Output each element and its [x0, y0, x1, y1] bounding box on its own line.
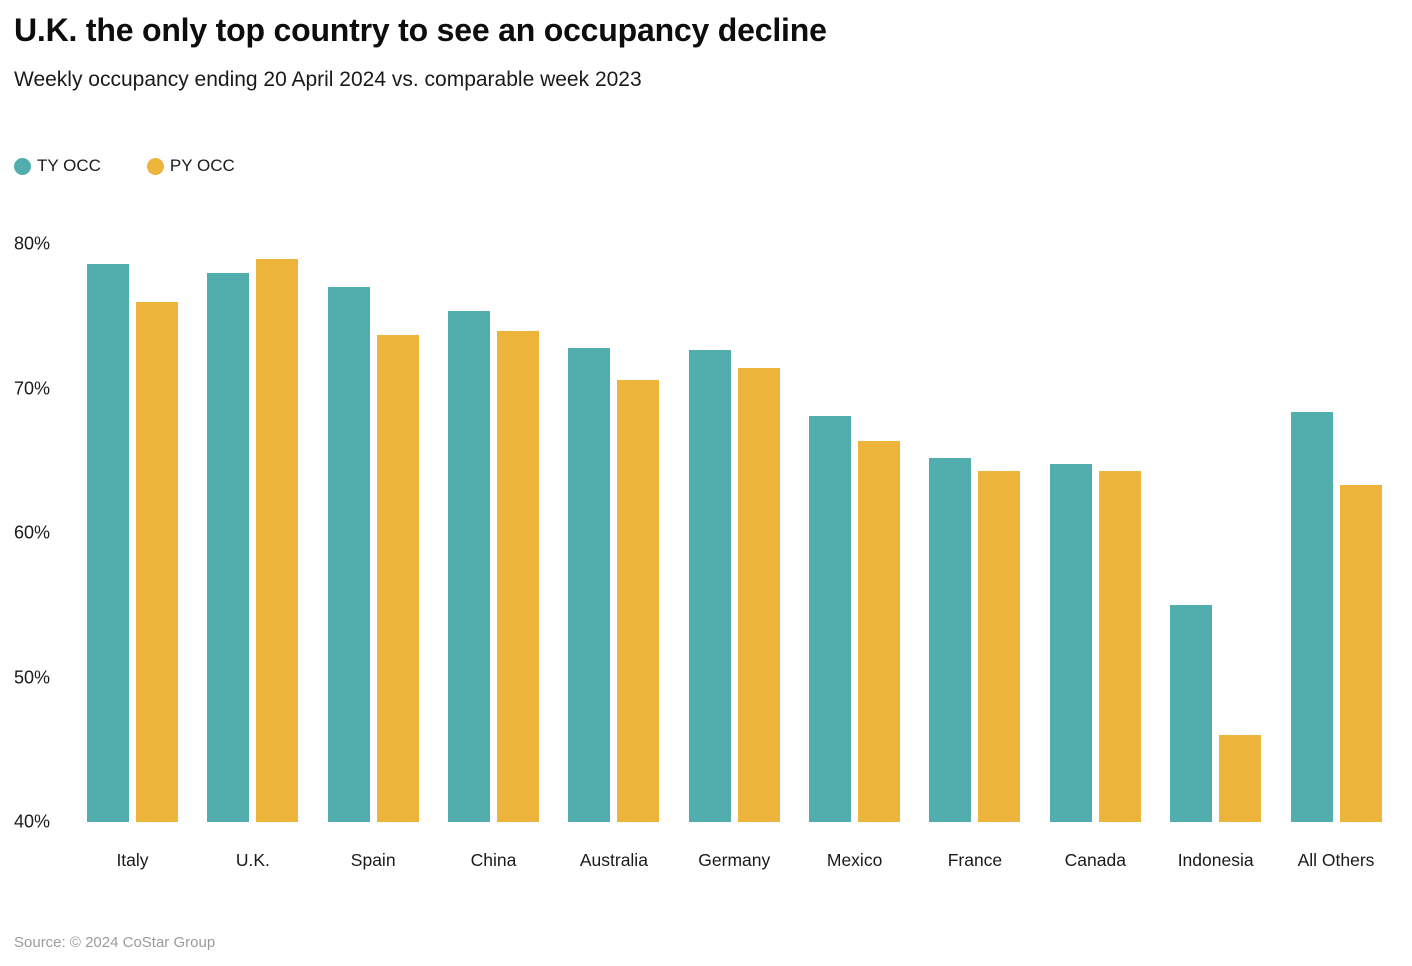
bar-ty-france: [929, 457, 972, 822]
x-axis-label-indonesia: Indonesia: [1177, 850, 1254, 870]
x-axis-label-china: China: [470, 850, 517, 870]
bar-ty-china: [448, 310, 491, 822]
legend: TY OCC PY OCC: [14, 156, 235, 176]
bar-ty-canada: [1049, 463, 1092, 822]
legend-item-ty-occ: TY OCC: [14, 156, 101, 176]
bar-group-indonesia: [1170, 605, 1262, 822]
bar-ty-spain: [327, 287, 370, 822]
bar-group-spain: [327, 287, 419, 822]
bar-py-france: [978, 470, 1021, 822]
bar-py-u-k-: [256, 258, 299, 822]
x-axis-label-italy: Italy: [116, 850, 149, 870]
y-axis-label-60: 60%: [14, 522, 51, 543]
bar-ty-italy: [87, 264, 129, 822]
bar-group-germany: [688, 349, 780, 822]
bar-ty-indonesia: [1170, 605, 1213, 822]
x-axis-label-australia: Australia: [579, 850, 648, 870]
legend-label-ty-occ: TY OCC: [37, 156, 101, 175]
bar-group-canada: [1049, 463, 1141, 822]
bar-py-indonesia: [1219, 735, 1262, 822]
bar-py-canada: [1098, 470, 1141, 822]
bar-group-australia: [568, 348, 660, 822]
chart-subtitle: Weekly occupancy ending 20 April 2024 vs…: [14, 68, 642, 91]
bar-ty-u-k-: [207, 272, 250, 822]
x-axis-label-mexico: Mexico: [826, 850, 883, 870]
py-occ-circle-swatch-icon: [146, 157, 164, 175]
bar-chart-plot-area: [0, 244, 1412, 822]
chart-title: U.K. the only top country to see an occu…: [14, 12, 827, 48]
y-axis-label-80: 80%: [14, 233, 51, 254]
x-axis-label-canada: Canada: [1064, 850, 1126, 870]
bar-group-all-others: [1290, 411, 1382, 822]
bar-py-germany: [737, 368, 780, 822]
x-axis-label-all-others: All Others: [1297, 850, 1375, 870]
y-axis-label-70: 70%: [14, 378, 51, 398]
bar-py-australia: [617, 379, 660, 822]
bar-py-mexico: [858, 440, 901, 822]
bar-group-china: [448, 310, 540, 822]
source-note: Source: © 2024 CoStar Group: [14, 934, 216, 951]
legend-label-py-occ: PY OCC: [169, 156, 235, 175]
bar-py-china: [497, 330, 540, 822]
x-axis-label-u-k-: U.K.: [235, 850, 270, 870]
bar-py-all-others: [1339, 485, 1382, 822]
bar-py-spain: [376, 335, 419, 822]
ty-occ-circle-swatch-icon: [14, 157, 31, 175]
y-axis-label-50: 50%: [14, 667, 51, 687]
bar-group-mexico: [809, 416, 901, 822]
bar-ty-australia: [568, 348, 611, 822]
legend-item-py-occ: PY OCC: [146, 156, 235, 176]
bar-ty-germany: [688, 349, 731, 822]
bar-ty-mexico: [809, 416, 852, 822]
bar-group-u-k-: [207, 258, 299, 822]
x-axis-label-france: France: [947, 850, 1003, 870]
x-axis-label-germany: Germany: [698, 850, 771, 870]
bar-group-italy: [87, 264, 178, 822]
bar-group-france: [929, 457, 1021, 822]
bar-py-italy: [136, 301, 178, 822]
y-axis-label-40: 40%: [14, 811, 51, 832]
bar-ty-all-others: [1290, 411, 1333, 822]
x-axis-label-spain: Spain: [350, 850, 396, 870]
